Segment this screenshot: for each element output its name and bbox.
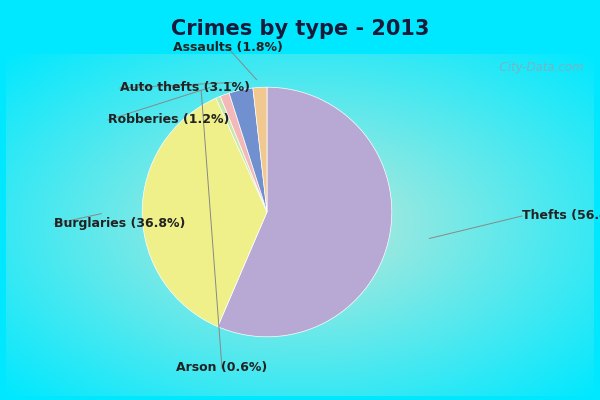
Text: Robberies (1.2%): Robberies (1.2%) bbox=[108, 114, 229, 126]
Wedge shape bbox=[216, 96, 267, 212]
Text: Auto thefts (3.1%): Auto thefts (3.1%) bbox=[120, 82, 250, 94]
Text: City-Data.com: City-Data.com bbox=[492, 62, 584, 74]
Wedge shape bbox=[218, 87, 392, 337]
Text: Crimes by type - 2013: Crimes by type - 2013 bbox=[171, 19, 429, 39]
Wedge shape bbox=[142, 98, 267, 327]
Wedge shape bbox=[229, 88, 267, 212]
Text: Assaults (1.8%): Assaults (1.8%) bbox=[173, 42, 283, 54]
Text: Arson (0.6%): Arson (0.6%) bbox=[176, 362, 268, 374]
Wedge shape bbox=[253, 87, 267, 212]
Wedge shape bbox=[220, 93, 267, 212]
Text: Thefts (56.4%): Thefts (56.4%) bbox=[522, 210, 600, 222]
Text: Burglaries (36.8%): Burglaries (36.8%) bbox=[54, 218, 185, 230]
